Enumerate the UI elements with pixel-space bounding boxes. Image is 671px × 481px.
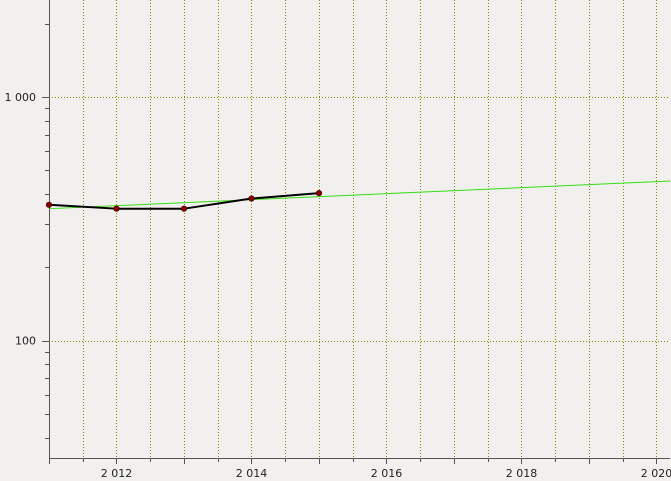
data-point (315, 190, 323, 197)
axes (49, 0, 670, 459)
trend-line (48, 180, 671, 210)
axis-ticks (42, 24, 657, 464)
data-point (45, 201, 53, 208)
x-tick-label: 2 018 (506, 467, 538, 480)
data-point (248, 195, 255, 202)
x-tick-label: 2 016 (371, 467, 403, 480)
y-tick-label: 1 000 (5, 91, 37, 104)
y-tick-label: 100 (15, 335, 36, 348)
grid-lines (49, 0, 670, 458)
x-tick-label: 2 020 (641, 467, 671, 480)
data-series (45, 180, 671, 212)
data-point (180, 205, 188, 212)
x-tick-label: 2 012 (101, 467, 133, 480)
data-point (113, 205, 120, 212)
x-tick-label: 2 014 (236, 467, 268, 480)
tick-labels: 2 012 2 014 2 016 2 018 2 020 100 1 000 (5, 91, 671, 480)
